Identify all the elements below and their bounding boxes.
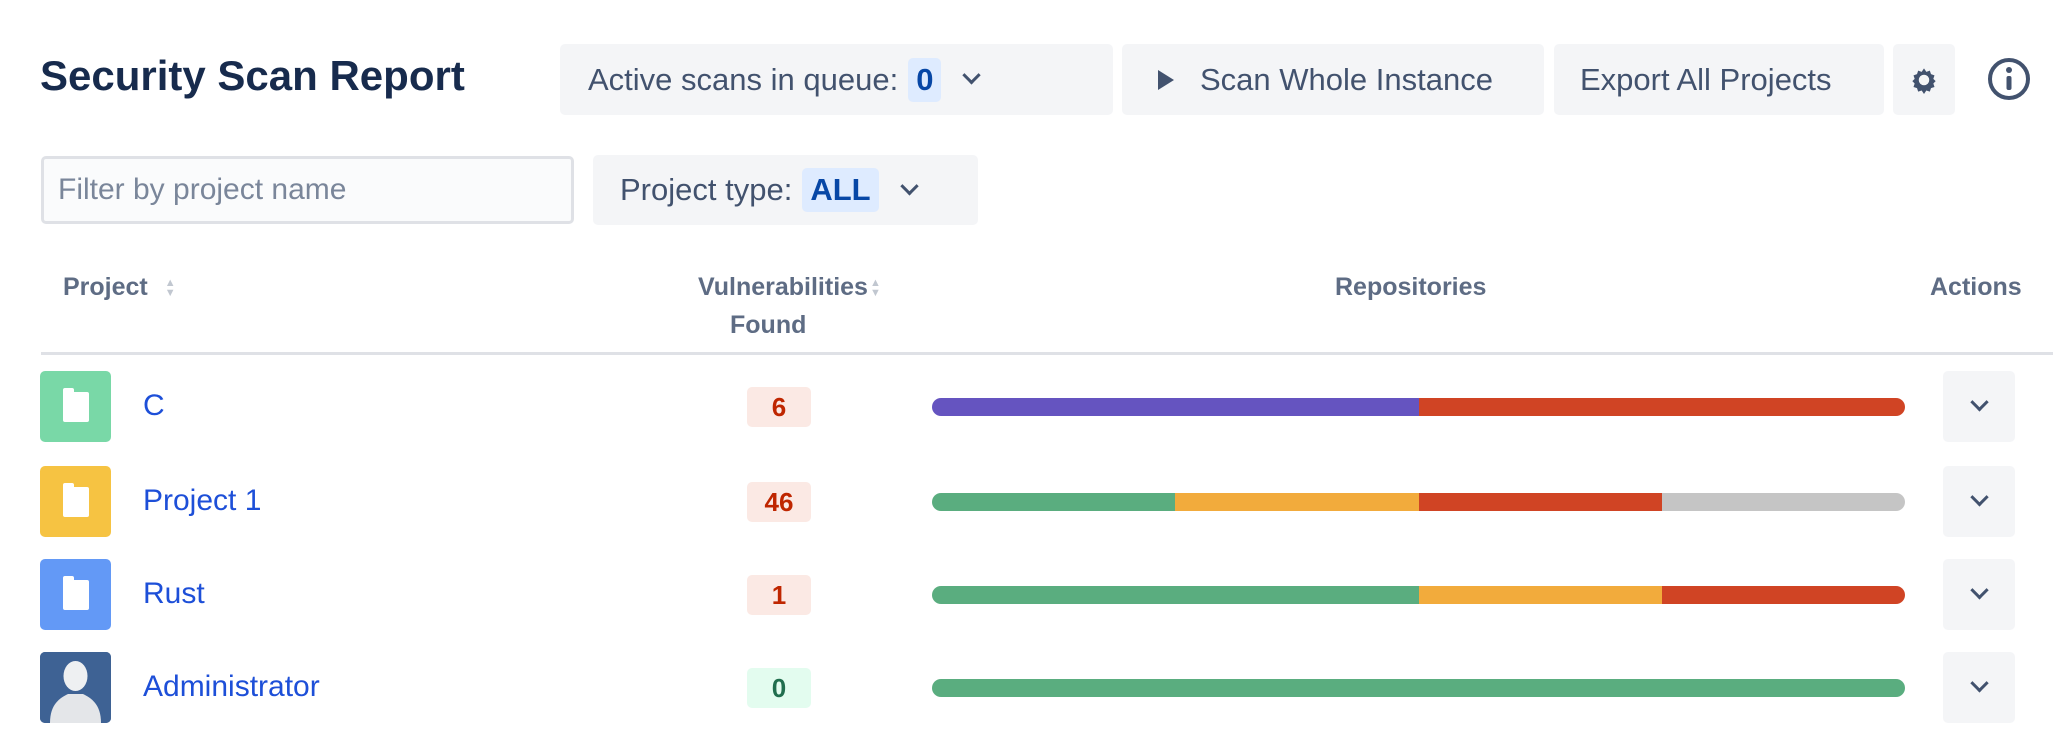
scan-whole-instance-button[interactable]: Scan Whole Instance	[1122, 44, 1544, 115]
settings-button[interactable]	[1893, 44, 1955, 115]
row-actions-button[interactable]	[1943, 466, 2015, 537]
vulnerability-count-badge: 46	[747, 482, 811, 522]
vulnerability-count-badge: 0	[747, 668, 811, 708]
column-header-actions: Actions	[1930, 273, 2022, 301]
project-link[interactable]: Project 1	[143, 484, 262, 517]
chevron-down-icon	[1969, 581, 1989, 600]
project-avatar	[40, 652, 111, 723]
play-icon	[1158, 69, 1174, 90]
queue-label: Active scans in queue:	[588, 61, 899, 97]
table-row: C 6	[0, 367, 2062, 447]
row-actions-button[interactable]	[1943, 371, 2015, 442]
repository-bar-segment	[1418, 586, 1662, 604]
table-row: Project 1 46	[0, 462, 2062, 542]
repository-bar-segment	[932, 586, 1419, 604]
export-label: Export All Projects	[1580, 61, 1832, 97]
repository-bar-segment	[1661, 586, 1905, 604]
active-scans-dropdown[interactable]: Active scans in queue: 0	[560, 44, 1113, 115]
repository-bar-segment	[932, 398, 1419, 416]
repository-bar-segment	[1175, 493, 1419, 511]
project-filter-input[interactable]	[41, 156, 574, 224]
folder-icon	[62, 482, 89, 517]
sort-icon: ▲ ▼	[869, 277, 881, 300]
repository-bar-segment	[1418, 493, 1662, 511]
project-avatar	[40, 559, 111, 630]
row-actions-button[interactable]	[1943, 559, 2015, 630]
scan-label: Scan Whole Instance	[1200, 61, 1493, 97]
folder-icon	[62, 387, 89, 422]
column-header-repositories: Repositories	[1335, 273, 1487, 301]
chevron-down-icon	[1969, 674, 1989, 693]
header-divider	[41, 352, 2053, 355]
project-type-value: ALL	[802, 168, 879, 212]
column-header-vulnerabilities[interactable]: Vulnerabilities ▲ ▼	[698, 273, 881, 302]
column-header-project[interactable]: Project ▲ ▼	[63, 273, 176, 302]
project-header-label: Project	[63, 273, 148, 301]
repository-bar-segment	[1661, 493, 1905, 511]
repositories-bar	[932, 586, 1905, 604]
export-all-projects-button[interactable]: Export All Projects	[1554, 44, 1884, 115]
repositories-bar	[932, 493, 1905, 511]
page-title: Security Scan Report	[40, 52, 465, 99]
vulnerability-count-badge: 6	[747, 387, 811, 427]
sort-icon: ▲ ▼	[164, 277, 176, 300]
table-row: Administrator 0	[0, 648, 2062, 728]
vulnerability-count-badge: 1	[747, 575, 811, 615]
info-icon	[1988, 58, 2030, 100]
repositories-bar	[932, 679, 1905, 697]
queue-count-badge: 0	[908, 57, 942, 102]
project-avatar	[40, 466, 111, 537]
chevron-down-icon	[899, 176, 919, 195]
repository-bar-segment	[1418, 398, 1905, 416]
vulnerabilities-header-label: Vulnerabilities	[698, 273, 868, 301]
repository-bar-segment	[932, 493, 1176, 511]
info-button[interactable]	[1986, 56, 2032, 107]
gear-icon	[1912, 67, 1936, 94]
row-actions-button[interactable]	[1943, 652, 2015, 723]
project-type-dropdown[interactable]: Project type: ALL	[593, 155, 978, 225]
project-link[interactable]: Rust	[143, 577, 205, 610]
chevron-down-icon	[1969, 393, 1989, 412]
folder-icon	[62, 575, 89, 610]
project-type-label: Project type:	[620, 172, 793, 207]
user-avatar-icon	[40, 652, 111, 723]
vulnerabilities-header-found: Found	[730, 311, 807, 339]
project-avatar	[40, 371, 111, 442]
table-row: Rust 1	[0, 555, 2062, 635]
repositories-bar	[932, 398, 1905, 416]
project-link[interactable]: C	[143, 389, 165, 422]
chevron-down-icon	[962, 66, 982, 85]
project-link[interactable]: Administrator	[143, 670, 320, 703]
chevron-down-icon	[1969, 488, 1989, 507]
repository-bar-segment	[932, 679, 1905, 697]
